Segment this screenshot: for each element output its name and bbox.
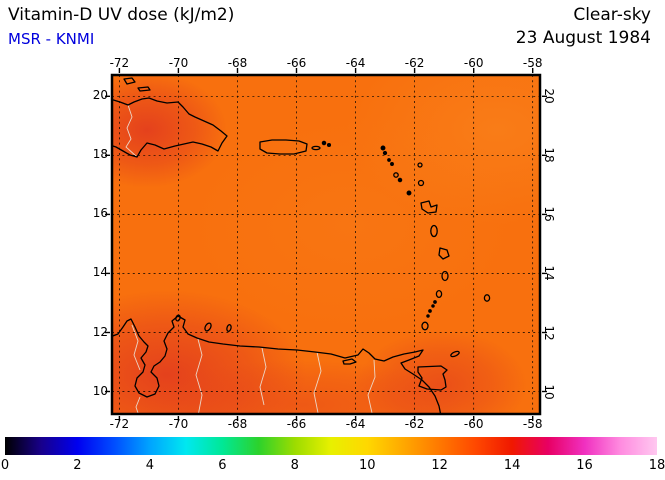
colorbar-tick-label: 0 <box>0 458 10 473</box>
colorbar-tick-label: 4 <box>145 458 155 473</box>
colorbar-tick-label: 10 <box>358 458 376 473</box>
lat-label-right: 20 <box>542 88 556 104</box>
lon-label-top: -64 <box>345 56 366 70</box>
colorbar-tick-label: 12 <box>431 458 448 473</box>
lat-label-right: 10 <box>542 383 556 400</box>
colorbar-tick-label: 16 <box>576 458 593 473</box>
lat-label-left: 12 <box>92 324 108 339</box>
page-title: Vitamin-D UV dose (kJ/m2) <box>8 5 235 25</box>
gridlines <box>112 75 540 414</box>
lon-label-bottom: -62 <box>404 417 425 431</box>
map-frame <box>110 73 542 416</box>
lat-label-right: 12 <box>542 324 556 341</box>
lon-label-top: -70 <box>168 56 189 70</box>
lon-label-top: -68 <box>227 56 248 70</box>
lat-label-left: 16 <box>92 206 108 221</box>
lon-label-bottom: -58 <box>522 417 543 431</box>
lat-label-right: 16 <box>542 206 556 223</box>
lon-label-top: -72 <box>109 56 130 70</box>
colorbar-tick-label: 14 <box>503 458 521 473</box>
lon-label-bottom: -72 <box>109 417 130 431</box>
lat-label-right: 14 <box>542 265 556 282</box>
lat-label-left: 20 <box>92 88 108 103</box>
lon-label-top: -62 <box>404 56 425 70</box>
map-area <box>105 68 547 421</box>
lon-label-bottom: -64 <box>345 417 366 431</box>
lat-label-left: 10 <box>92 383 108 398</box>
coastlines <box>112 77 491 414</box>
lon-label-bottom: -60 <box>463 417 484 431</box>
lon-label-top: -60 <box>463 56 484 70</box>
lat-label-right: 18 <box>542 147 556 163</box>
lon-label-bottom: -68 <box>227 417 248 431</box>
lon-label-bottom: -70 <box>168 417 189 431</box>
colorbar-tick-label: 18 <box>648 458 665 473</box>
colorbar-tick-label: 8 <box>290 458 299 473</box>
colorbar-gradient <box>5 437 657 455</box>
lon-label-bottom: -66 <box>286 417 307 431</box>
sky-condition-label: Clear-sky <box>573 5 651 25</box>
country-borders <box>125 104 376 414</box>
axis-ticks <box>105 68 547 421</box>
lat-label-left: 18 <box>92 147 108 162</box>
lat-label-left: 14 <box>92 265 108 280</box>
lon-label-top: -58 <box>522 56 543 70</box>
lon-label-top: -66 <box>286 56 307 70</box>
colorbar-tick-label: 2 <box>73 458 82 473</box>
map-canvas <box>105 68 547 421</box>
date-label: 23 August 1984 <box>515 28 651 48</box>
uv-field-patches <box>112 75 540 414</box>
data-source-label: MSR - KNMI <box>8 30 95 48</box>
colorbar-tick-label: 6 <box>218 458 227 473</box>
